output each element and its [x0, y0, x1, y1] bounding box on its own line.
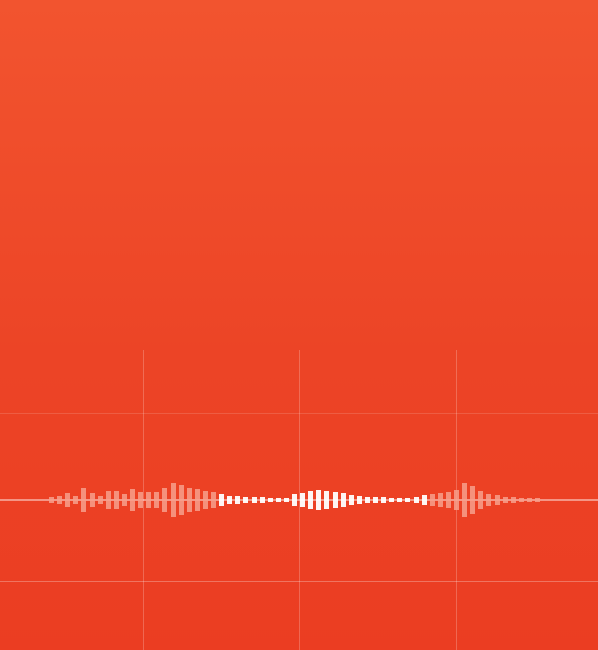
waveform-bar: [389, 497, 395, 503]
waveform-bar: [300, 493, 306, 507]
waveform-bar: [194, 489, 200, 511]
waveform-bar: [510, 497, 516, 503]
waveform-bar: [283, 498, 289, 502]
waveform-bar: [121, 494, 127, 506]
waveform-bar: [364, 497, 370, 503]
waveform-bar: [162, 488, 168, 512]
waveform-bar: [202, 491, 208, 509]
waveform-bar: [324, 491, 330, 509]
waveform-bar: [267, 497, 273, 503]
waveform-bar: [478, 491, 484, 509]
waveform-bar: [113, 491, 119, 509]
waveform-bar: [356, 496, 362, 504]
waveform-bar: [89, 493, 95, 507]
waveform-bar: [494, 495, 500, 505]
waveform-baseline: [0, 499, 598, 501]
waveform-bar: [178, 485, 184, 515]
waveform-bar: [332, 492, 338, 508]
timeline-marker-2: [299, 350, 300, 650]
waveform-bar: [154, 492, 160, 508]
waveform-bar: [170, 483, 176, 517]
waveform-bar: [219, 494, 225, 506]
waveform-bar: [526, 498, 532, 502]
waveform-bar: [292, 494, 297, 506]
waveform-bar: [348, 495, 354, 505]
waveform-bar: [437, 493, 443, 507]
waveform-bar: [486, 494, 492, 506]
waveform-bar: [454, 490, 459, 510]
waveform-bar: [57, 496, 63, 504]
waveform-bar: [130, 489, 135, 511]
waveform-bar: [235, 496, 241, 504]
waveform-bar: [227, 496, 233, 504]
waveform-bar: [421, 495, 427, 505]
waveform-bar: [73, 496, 79, 504]
waveform-bar: [535, 498, 540, 502]
waveform-bar: [373, 497, 378, 503]
waveform-bar: [49, 497, 54, 503]
waveform-bar: [138, 492, 144, 508]
waveform-bar: [275, 497, 281, 503]
waveform-bar: [308, 491, 314, 509]
waveform-bar: [397, 497, 403, 503]
timeline-grid-top: [0, 413, 598, 414]
waveform-bar: [502, 497, 508, 503]
waveform-bar: [211, 492, 216, 508]
waveform-bar: [413, 497, 419, 503]
waveform-bar: [97, 496, 103, 504]
waveform-bar: [105, 491, 111, 509]
waveform-bar: [340, 493, 346, 507]
waveform-bar: [81, 488, 87, 512]
waveform-bar: [445, 492, 451, 508]
waveform-bar: [405, 497, 411, 503]
waveform-bar: [186, 488, 192, 512]
waveform-bar: [316, 490, 322, 510]
waveform-bar: [259, 497, 265, 503]
waveform-bar: [462, 483, 468, 517]
waveform-bar: [429, 494, 435, 506]
waveform-bar: [243, 497, 249, 503]
waveform-bar: [146, 492, 152, 508]
waveform-bar: [65, 493, 71, 507]
waveform-bar: [381, 497, 387, 503]
timeline-grid-bottom: [0, 581, 598, 582]
waveform-bar: [470, 486, 476, 514]
waveform-bar: [518, 497, 524, 503]
timeline-marker-1: [143, 350, 144, 650]
waveform-bar: [251, 497, 257, 503]
